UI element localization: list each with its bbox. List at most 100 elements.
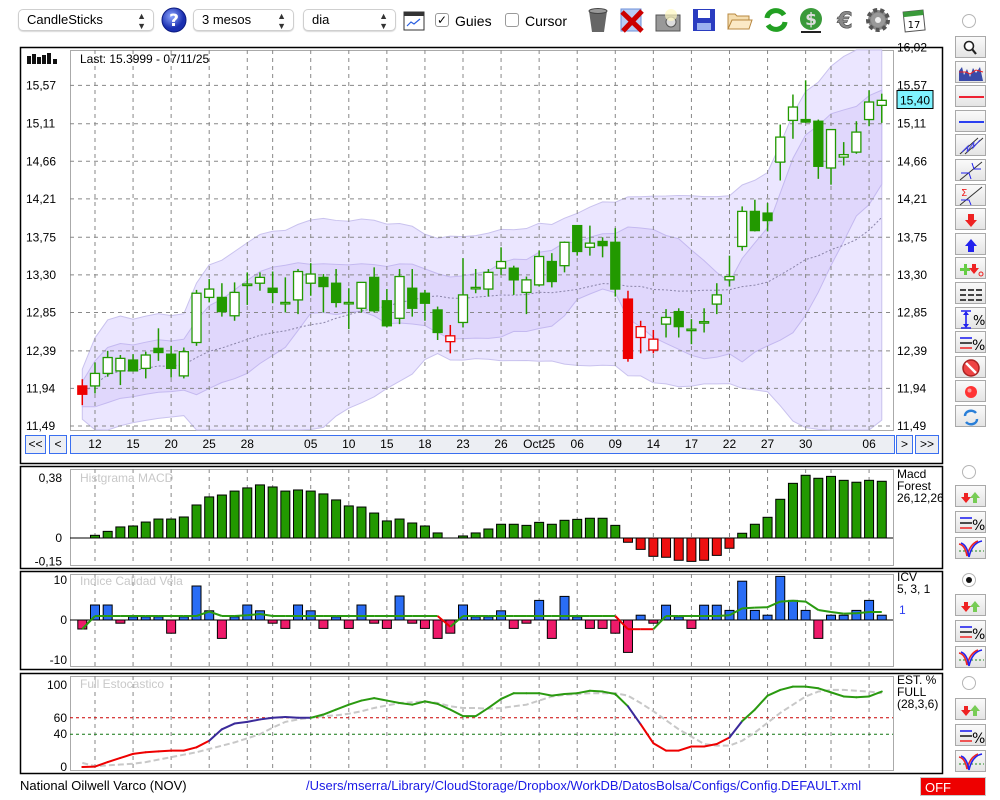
zoom-button[interactable] (955, 36, 986, 58)
off-toggle-button[interactable]: OFF (920, 777, 986, 796)
delete-icon[interactable] (618, 6, 646, 34)
macd-levels-button[interactable]: % (955, 511, 986, 533)
camera-icon[interactable] (654, 6, 682, 34)
candle[interactable] (242, 272, 253, 305)
candle[interactable] (280, 277, 291, 313)
candle[interactable] (724, 255, 735, 287)
red-line-button[interactable] (955, 85, 986, 108)
dollar-icon[interactable]: $ (797, 6, 825, 34)
candle[interactable] (597, 237, 608, 258)
macd-oscillator-button[interactable] (955, 537, 986, 559)
sell-arrow-button[interactable] (955, 208, 986, 231)
candle[interactable] (825, 128, 837, 185)
candle[interactable] (787, 94, 799, 139)
candle[interactable] (356, 281, 367, 313)
interval-select[interactable]: dia ▲ ▼ (303, 9, 396, 31)
buy-arrow-button[interactable] (955, 232, 986, 255)
candle[interactable] (318, 274, 329, 313)
calendar-icon[interactable]: 17 (900, 6, 928, 34)
candle[interactable] (77, 379, 88, 406)
record-button[interactable] (955, 380, 986, 403)
save-icon[interactable] (690, 6, 718, 34)
candle[interactable] (115, 355, 126, 386)
candle[interactable] (800, 80, 811, 123)
candle[interactable] (89, 362, 101, 394)
blue-line-button[interactable] (955, 109, 986, 132)
period-select[interactable]: 3 mesos ▲ ▼ (193, 9, 294, 31)
candle[interactable] (737, 206, 748, 251)
sync-button[interactable] (955, 405, 986, 427)
candle[interactable] (381, 289, 393, 328)
channel-button[interactable] (955, 134, 986, 157)
candle[interactable] (508, 265, 519, 295)
candle[interactable] (216, 283, 228, 317)
cursor-checkbox[interactable] (505, 13, 519, 27)
candle[interactable] (432, 306, 443, 340)
candle[interactable] (686, 319, 697, 345)
lines-percent-button[interactable]: % (955, 331, 986, 354)
nav-next-button[interactable]: > (896, 435, 913, 454)
stoch-levels-button[interactable]: % (955, 724, 986, 746)
candle[interactable] (445, 324, 456, 354)
nav-last-button[interactable]: >> (915, 435, 939, 454)
candle[interactable] (559, 241, 570, 273)
candle[interactable] (533, 250, 545, 287)
candle[interactable] (394, 269, 405, 325)
candle[interactable] (127, 354, 139, 372)
candle[interactable] (140, 351, 151, 379)
candle[interactable] (419, 289, 431, 321)
candle[interactable] (102, 350, 113, 377)
sigma-trendline-button[interactable]: Σ (955, 183, 986, 206)
candle[interactable] (762, 203, 773, 232)
candle[interactable] (546, 253, 557, 288)
candle[interactable] (635, 320, 646, 354)
no-entry-button[interactable] (955, 355, 986, 378)
euro-icon[interactable]: € (831, 6, 859, 34)
candle[interactable] (749, 199, 761, 232)
help-icon[interactable]: ? (161, 7, 187, 33)
trendline-button[interactable] (955, 159, 986, 181)
candle[interactable] (648, 329, 659, 354)
candle[interactable] (292, 269, 304, 315)
candle[interactable] (305, 263, 316, 296)
candle[interactable] (775, 124, 786, 181)
candle[interactable] (483, 269, 494, 297)
icv-oscillator-button[interactable] (955, 646, 986, 668)
guies-checkbox[interactable]: ✓ (435, 13, 449, 27)
candle[interactable] (470, 269, 481, 294)
icv-signals-button[interactable] (955, 594, 986, 616)
chart-window-icon[interactable] (403, 11, 425, 31)
candle[interactable] (369, 267, 380, 313)
candle[interactable] (267, 271, 278, 304)
candle[interactable] (153, 328, 164, 361)
candle[interactable] (165, 345, 177, 378)
candle[interactable] (457, 258, 469, 328)
candle[interactable] (622, 290, 634, 362)
candle[interactable] (572, 224, 583, 256)
date-axis-bar[interactable] (70, 435, 895, 454)
nav-first-button[interactable]: << (25, 435, 46, 454)
macd-panel-radio[interactable] (962, 465, 976, 479)
candle[interactable] (254, 272, 266, 291)
candle[interactable] (863, 90, 875, 127)
candle[interactable] (178, 347, 189, 379)
refresh-icon[interactable] (762, 6, 790, 34)
candle[interactable] (851, 121, 862, 154)
stoch-panel-radio[interactable] (962, 676, 976, 690)
top-radio[interactable] (962, 14, 976, 28)
candle[interactable] (660, 309, 672, 338)
chart-type-select[interactable]: CandleSticks ▲ ▼ (18, 9, 154, 31)
icv-levels-button[interactable]: % (955, 620, 986, 642)
candle[interactable] (343, 288, 354, 330)
stoch-oscillator-button[interactable] (955, 750, 986, 772)
candle[interactable] (876, 93, 887, 123)
candle[interactable] (698, 308, 710, 333)
macd-signals-button[interactable] (955, 485, 986, 507)
candle[interactable] (673, 308, 684, 338)
candle[interactable] (813, 119, 824, 179)
candle[interactable] (191, 289, 202, 346)
volume-chart-button[interactable] (955, 60, 986, 83)
grid-lines-button[interactable] (955, 282, 986, 304)
folder-icon[interactable] (725, 6, 753, 34)
